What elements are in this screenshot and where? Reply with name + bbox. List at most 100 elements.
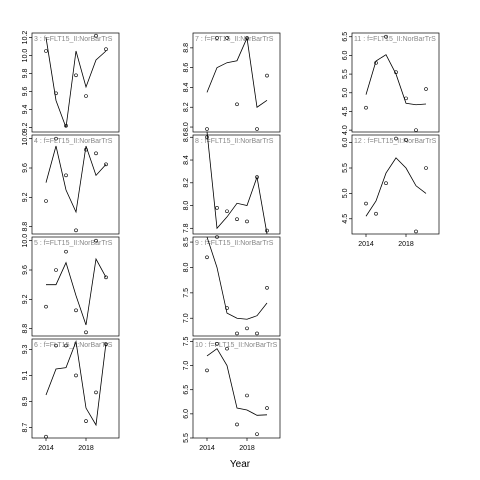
point xyxy=(265,228,269,233)
x-tick-label: 2014 xyxy=(199,445,215,452)
y-tick-label: 9.2 xyxy=(22,294,29,304)
line xyxy=(206,348,268,416)
y-tick-label: 8.6 xyxy=(183,132,190,142)
y-tick-label: 6.5 xyxy=(342,32,349,42)
y-tick-label: 8.8 xyxy=(183,43,190,53)
strip-label: 4 : f=FLT15_II:NorBarTrS xyxy=(34,138,113,145)
point xyxy=(215,36,219,40)
point xyxy=(245,219,249,224)
point xyxy=(64,343,68,348)
y-tick-label: 8.4 xyxy=(183,155,190,165)
y-tick-label: 5.0 xyxy=(342,88,349,98)
y-tick-label: 7.0 xyxy=(183,313,190,323)
point xyxy=(44,49,48,53)
point xyxy=(205,127,209,131)
panel-frame xyxy=(192,32,281,133)
point xyxy=(404,138,408,142)
point xyxy=(205,255,209,260)
y-tick-label: 9.3 xyxy=(22,344,29,354)
point xyxy=(225,209,229,214)
strip-label: 7 : f=FLT15_II:NorBarTrS xyxy=(195,36,274,43)
point xyxy=(84,94,88,98)
strip-label: 12 : f=FLT15_II:NorBarTrS xyxy=(354,138,437,145)
point xyxy=(235,331,239,336)
point xyxy=(364,201,368,206)
point xyxy=(255,432,259,436)
y-tick-label: 5.5 xyxy=(342,69,349,79)
panel: 6 : f=FLT15_II:NorBarTrS 8.7 8.9 9.1 9.3 2014… xyxy=(22,338,120,452)
point xyxy=(215,206,219,210)
point xyxy=(64,173,68,178)
line xyxy=(206,236,268,320)
y-tick-label: 9.6 xyxy=(22,87,29,97)
point xyxy=(54,268,58,272)
point xyxy=(235,422,239,427)
point xyxy=(54,343,58,348)
point xyxy=(265,406,269,410)
y-tick-label: 8.0 xyxy=(183,201,190,211)
panel: 10 : f=FLT15_II:NorBarTrS 5.5 6.0 6.5 7.0 7.5… xyxy=(183,336,281,452)
y-tick-label: 5.5 xyxy=(183,433,190,443)
panel: 5 : f=FLT15_II:NorBarTrS 8.8 9.2 9.6 10.0 xyxy=(22,234,120,337)
x-axis-title: Year xyxy=(230,459,251,470)
x-tick-label: 2018 xyxy=(78,445,94,452)
y-tick-label: 7.5 xyxy=(183,336,190,346)
panel: 7 : f=FLT15_II:NorBarTrS 8.0 8.2 8.4 8.6 8.8 xyxy=(183,32,281,133)
panel: 9 : f=FLT15_II:NorBarTrS 7.0 7.5 8.0 8.5 xyxy=(183,235,281,337)
y-tick-label: 7.0 xyxy=(183,361,190,371)
y-tick-label: 6.0 xyxy=(342,50,349,60)
y-tick-label: 5.5 xyxy=(342,163,349,173)
point xyxy=(84,147,88,152)
panel-frame xyxy=(192,236,281,337)
point xyxy=(265,73,269,78)
panel-frame xyxy=(192,338,281,439)
panel-frame xyxy=(31,134,120,235)
panel: 3 : f=FLT15_II:NorBarTrS 9.2 9.4 9.6 9.8 10.0… xyxy=(22,31,120,133)
point xyxy=(44,199,48,203)
y-tick-label: 9.8 xyxy=(22,69,29,79)
point xyxy=(74,73,78,78)
point xyxy=(374,61,378,65)
panel: 8 : f=FLT15_II:NorBarTrS 7.8 8.0 8.2 8.4 8.6 xyxy=(183,131,281,235)
y-tick-label: 9.6 xyxy=(22,163,29,173)
point xyxy=(215,235,219,239)
panel: 12 : f=FLT15_II:NorBarTrS 4.5 5.0 5.5 6.0 201… xyxy=(342,134,440,248)
point xyxy=(265,285,269,290)
point xyxy=(245,393,249,398)
line xyxy=(206,131,268,235)
y-tick-label: 9.4 xyxy=(22,105,29,115)
y-tick-label: 4.0 xyxy=(342,125,349,135)
point xyxy=(104,275,108,280)
strip-label: 6 : f=FLT15_II:NorBarTrS xyxy=(34,342,113,349)
y-tick-label: 9.6 xyxy=(22,265,29,275)
y-tick-label: 10.0 xyxy=(22,49,29,63)
point xyxy=(225,36,229,40)
line xyxy=(206,36,268,108)
y-tick-label: 10.0 xyxy=(22,234,29,248)
point xyxy=(225,306,229,310)
point xyxy=(414,128,418,132)
y-tick-label: 8.6 xyxy=(183,63,190,73)
point xyxy=(414,229,418,234)
point xyxy=(225,346,229,351)
y-tick-label: 8.8 xyxy=(22,324,29,334)
point xyxy=(44,304,48,309)
point xyxy=(205,135,209,140)
point xyxy=(255,127,259,131)
point xyxy=(64,123,68,128)
panel-frame xyxy=(351,134,440,235)
line xyxy=(45,340,107,427)
point xyxy=(84,419,88,423)
point xyxy=(94,238,98,243)
point xyxy=(215,342,219,346)
strip-label: 11 : f=FLT15_II:NorBarTrS xyxy=(354,36,436,43)
y-tick-label: 4.5 xyxy=(342,106,349,116)
point xyxy=(104,47,108,52)
point xyxy=(235,102,239,107)
point xyxy=(255,175,259,179)
y-tick-label: 9.2 xyxy=(22,123,29,133)
strip-label: 3 : f=FLT15_II:NorBarTrS xyxy=(34,36,113,43)
strip-label: 8 : f=FLT15_II:NorBarTrS xyxy=(195,138,274,145)
y-tick-label: 6.0 xyxy=(183,409,190,419)
